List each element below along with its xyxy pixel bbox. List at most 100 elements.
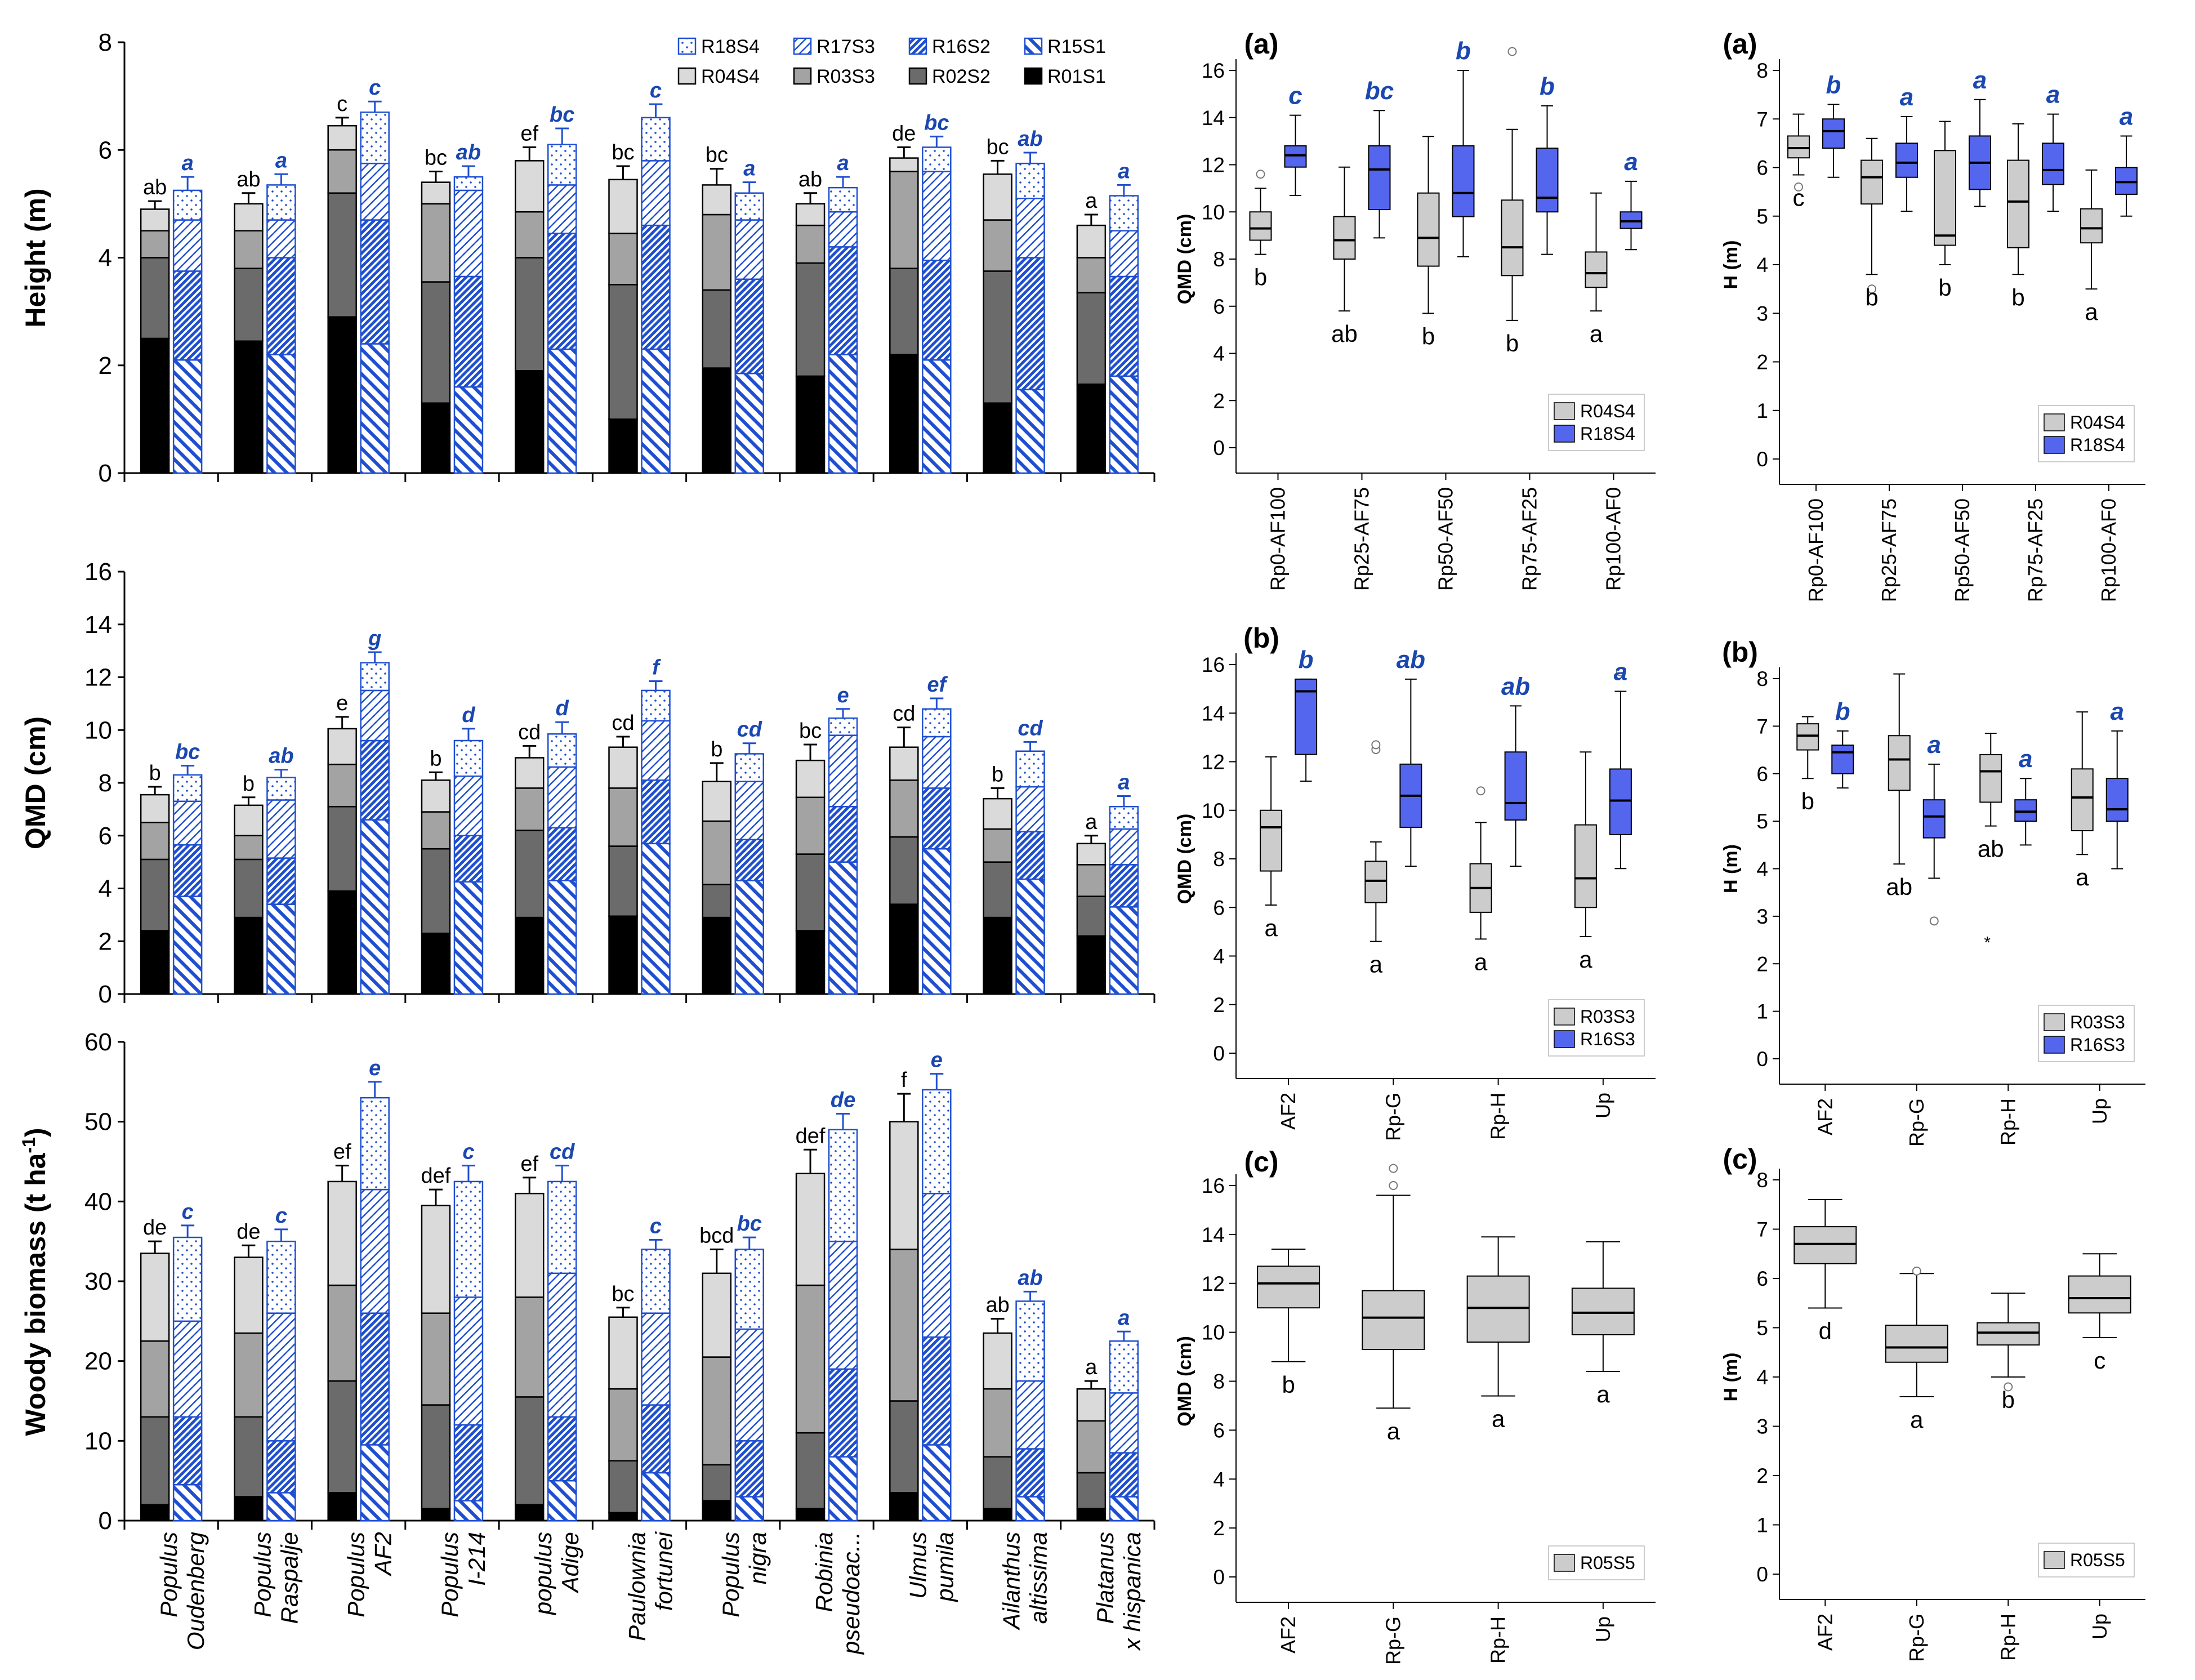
grey-box: [1333, 216, 1356, 260]
significance-letter: a: [1085, 810, 1098, 834]
grey-bar-segment: [327, 1284, 357, 1382]
significance-letter: a: [1928, 731, 1941, 759]
significance-letter: c: [1288, 82, 1302, 110]
grey-bar-segment: [514, 1192, 545, 1298]
species-label: Ailanthusaltissima: [998, 1532, 1052, 1631]
y-tick-label: 10: [84, 1427, 112, 1455]
grey-bar-segment: [1076, 257, 1107, 293]
x-tick-label: AF2: [1277, 1093, 1300, 1130]
blue-bar-segment: [172, 1320, 203, 1418]
grey-bar-segment: [234, 1416, 264, 1498]
blue-bar-segment: [1015, 1380, 1045, 1450]
significance-letter: a: [1579, 946, 1592, 973]
y-tick-label: 7: [1756, 715, 1768, 738]
grey-bar-segment: [608, 1512, 638, 1522]
y-tick-label: 2: [99, 928, 112, 955]
blue-bar-segment: [922, 1336, 952, 1446]
grey-bar-segment: [702, 367, 732, 474]
grey-box: [1977, 1322, 2040, 1346]
blue-box: [1368, 145, 1391, 211]
significance-letter: cd: [612, 711, 634, 735]
y-axis-label: H (m): [1720, 240, 1742, 289]
grey-bar-segment: [1076, 935, 1107, 995]
blue-box: [1452, 145, 1475, 217]
grey-bar-segment: [1076, 864, 1107, 897]
significance-letter: b: [1938, 274, 1951, 301]
y-tick-label: 3: [1756, 905, 1768, 928]
species-genus: Ailanthus: [998, 1532, 1025, 1631]
significance-letter: c: [1793, 184, 1805, 211]
y-tick-label: 0: [1756, 448, 1768, 471]
grey-bar-segment: [140, 1340, 170, 1418]
legend-label: R03S3: [817, 66, 875, 87]
y-tick-label: 4: [1756, 858, 1768, 881]
y-tick-label: 0: [1213, 1042, 1225, 1065]
grey-bar-segment: [327, 890, 357, 995]
blue-bar-segment: [266, 219, 296, 259]
blue-bar-segment: [1109, 805, 1139, 830]
grey-bar-segment: [421, 402, 451, 474]
grey-bar-segment: [608, 746, 638, 789]
grey-outlier: [1794, 182, 1803, 191]
blue-outlier: [1616, 667, 1625, 676]
blue-bar-segment: [922, 1089, 952, 1195]
blue-bar-segment: [172, 774, 203, 803]
significance-letter: bc: [799, 719, 822, 743]
y-tick-label: 3: [1756, 302, 1768, 325]
y-tick-label: 14: [84, 611, 112, 639]
blue-bar-segment: [547, 233, 577, 350]
y-tick-label: 7: [1756, 1218, 1768, 1241]
significance-letter: g: [368, 627, 381, 650]
grey-bar-segment: [795, 1173, 826, 1286]
significance-letter: d: [1819, 1318, 1832, 1344]
blue-bar-segment: [1109, 375, 1139, 474]
blue-bar-segment: [453, 176, 484, 191]
blue-bar-segment: [641, 117, 671, 162]
blue-bar-segment: [641, 720, 671, 781]
grey-box: [1796, 723, 1819, 751]
y-tick-label: 12: [1202, 1272, 1225, 1295]
blue-bar-segment: [547, 1180, 577, 1275]
grey-bar-segment: [234, 340, 264, 474]
grey-bar-segment: [421, 203, 451, 283]
significance-letter: b: [992, 763, 1003, 786]
grey-bar-segment: [983, 916, 1012, 995]
blue-bar-segment: [453, 275, 484, 388]
significance-letter: a: [1973, 66, 1987, 94]
grey-bar-segment: [983, 219, 1012, 272]
legend-label: R04S4: [2070, 412, 2125, 433]
blue-bar-segment: [641, 1312, 671, 1406]
grey-bar-segment: [795, 759, 826, 799]
blue-bar-segment: [266, 857, 296, 905]
blue-bar-segment: [1015, 878, 1045, 995]
legend-swatch: [793, 67, 812, 85]
blue-bar-segment: [922, 260, 952, 361]
blue-bar-segment: [547, 1272, 577, 1418]
significance-letter: ef: [333, 1140, 351, 1164]
significance-letter: b: [149, 761, 161, 785]
species-genus: Ulmus: [904, 1532, 931, 1599]
significance-letter: cd: [550, 1140, 575, 1164]
blue-bar-segment: [1109, 1392, 1139, 1454]
y-axis-label-sup: -1: [19, 1137, 39, 1153]
blue-bar-segment: [1109, 1340, 1139, 1394]
grey-bar-segment: [608, 915, 638, 995]
blue-bar-segment: [734, 753, 765, 782]
blue-bar-segment: [734, 781, 765, 841]
grey-box: [1888, 735, 1911, 791]
significance-letter: b: [243, 772, 255, 796]
blue-bar-segment: [641, 843, 671, 995]
blue-box: [1536, 148, 1559, 213]
significance-letter: bc: [425, 146, 447, 170]
y-axis-label: QMD (cm): [1174, 814, 1195, 904]
grey-bar-segment: [702, 1356, 732, 1466]
legend-swatch: [1024, 37, 1043, 55]
y-tick-label: 4: [1213, 1468, 1225, 1491]
blue-bar-segment: [922, 1192, 952, 1338]
significance-letter: c: [462, 1140, 474, 1164]
blue-bar-segment: [828, 805, 858, 863]
significance-letter: ef: [927, 673, 948, 697]
blue-bar-segment: [641, 1249, 671, 1314]
blue-bar-segment: [547, 184, 577, 234]
